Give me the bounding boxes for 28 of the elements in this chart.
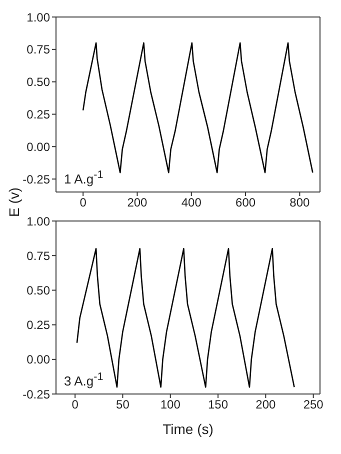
annotation: 1 A.g$^{-1}$ xyxy=(64,168,104,186)
y-tick-label: 0.25 xyxy=(26,107,50,122)
line-series xyxy=(76,248,295,388)
y-tick-label: -0.25 xyxy=(22,172,50,186)
y-axis-title: E (v) xyxy=(6,186,22,219)
y-tick-label: 0.75 xyxy=(26,248,50,263)
x-tick-label: 400 xyxy=(181,196,202,210)
x-tick-label: 50 xyxy=(116,398,130,412)
y-tick-label: 0.00 xyxy=(26,352,50,367)
x-axis-title: Time (s) xyxy=(162,421,214,437)
x-tick-label: 200 xyxy=(256,398,276,412)
y-tick-label: 0.50 xyxy=(26,75,50,90)
x-tick-label: 600 xyxy=(236,196,256,210)
y-tick-label: 0.00 xyxy=(26,140,50,154)
x-tick-label: 0 xyxy=(80,196,87,210)
x-tick-label: 100 xyxy=(160,398,181,412)
y-tick-label: 1.00 xyxy=(26,214,50,228)
y-tick-label: 1.00 xyxy=(26,10,50,24)
x-tick-label: 0 xyxy=(72,398,79,412)
x-tick-label: 150 xyxy=(208,398,228,412)
y-tick-label: 0.75 xyxy=(26,42,50,57)
x-tick-label: 200 xyxy=(127,196,148,210)
annotation: 3 A.g$^{-1}$ xyxy=(64,370,104,388)
x-tick-label: 800 xyxy=(290,196,310,210)
x-tick-label: 250 xyxy=(303,398,324,412)
y-tick-label: 0.25 xyxy=(26,318,50,332)
y-tick-label: -0.25 xyxy=(22,387,50,402)
y-tick-label: 0.50 xyxy=(26,283,50,298)
